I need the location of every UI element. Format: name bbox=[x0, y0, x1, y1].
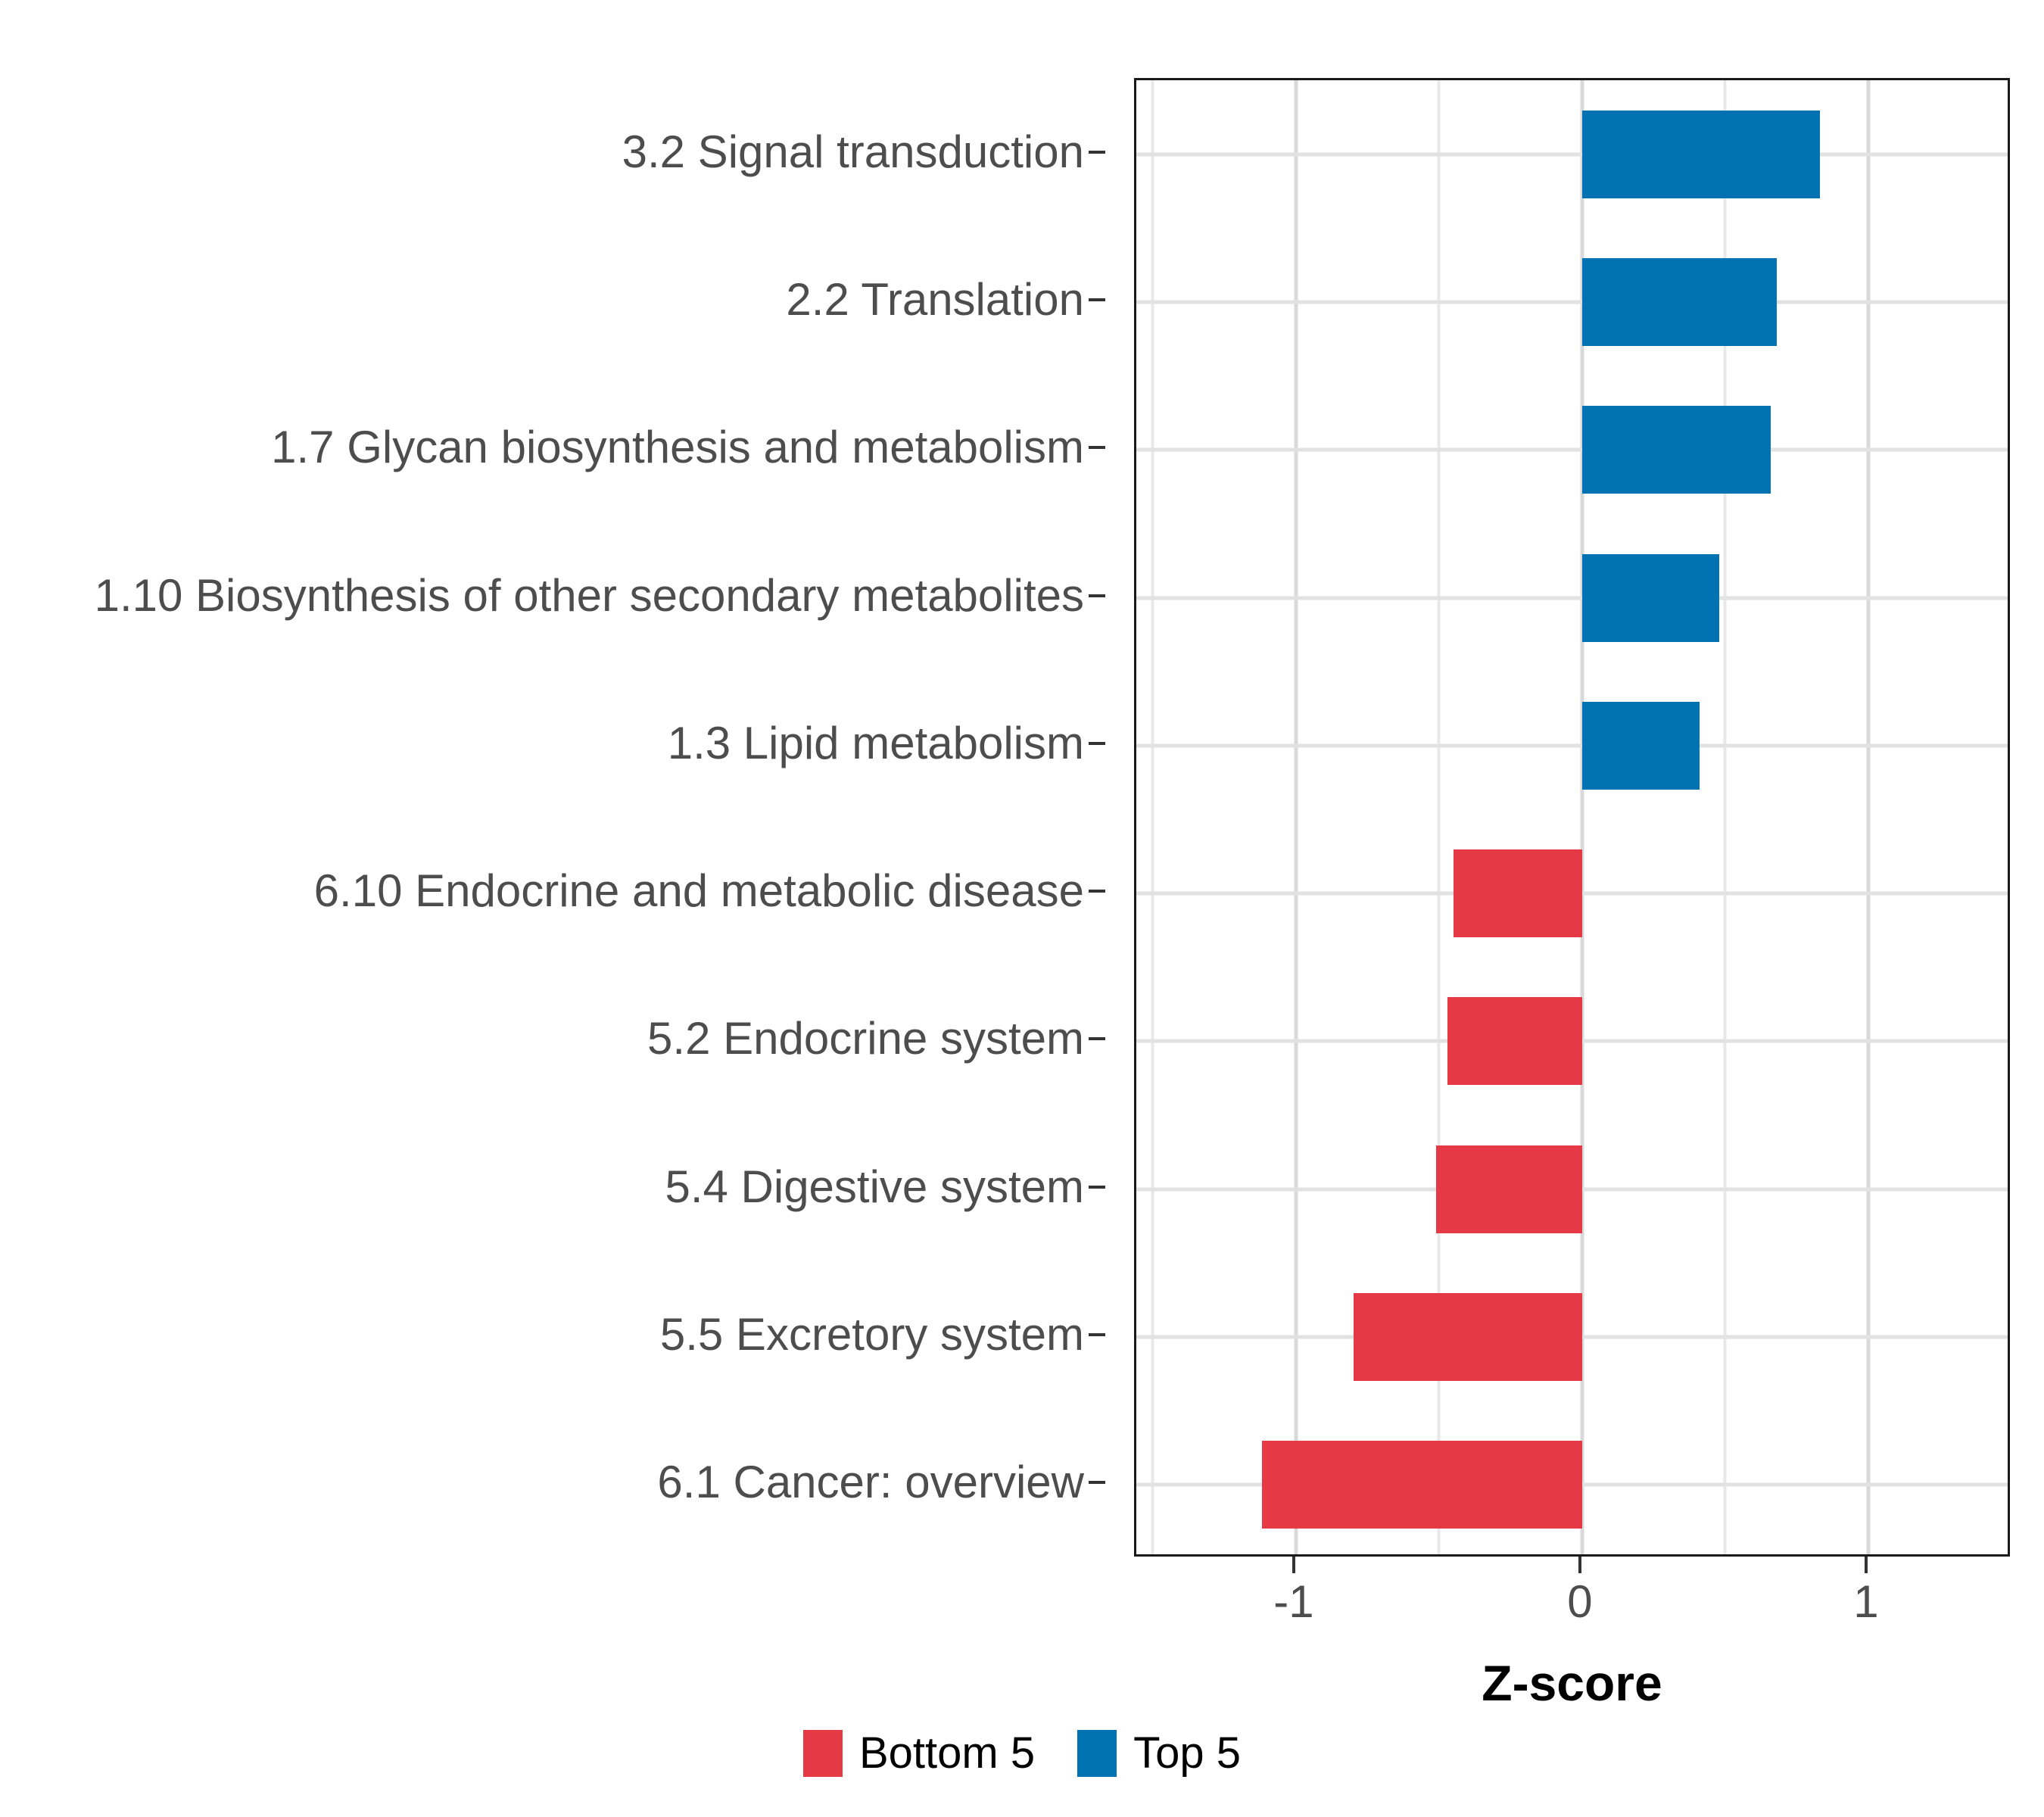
gridline-horizontal bbox=[1136, 596, 2008, 600]
y-axis-tick-label: 5.4 Digestive system bbox=[665, 1161, 1084, 1212]
x-axis-tick-label: 0 bbox=[1567, 1576, 1593, 1627]
y-axis-tick-mark bbox=[1089, 150, 1105, 154]
bar bbox=[1581, 257, 1777, 346]
y-axis-tick-mark bbox=[1089, 1037, 1105, 1041]
gridline-major-vertical bbox=[1294, 80, 1298, 1554]
y-axis-tick-label: 5.2 Endocrine system bbox=[647, 1013, 1084, 1064]
y-axis: 3.2 Signal transduction 2.2 Translation 1.… bbox=[0, 78, 1113, 1557]
bar bbox=[1447, 997, 1582, 1086]
bar bbox=[1436, 1145, 1582, 1233]
y-axis-tick-mark bbox=[1089, 1481, 1105, 1485]
y-axis-tick-label: 3.2 Signal transduction bbox=[622, 126, 1084, 177]
gridline-minor-vertical bbox=[1723, 80, 1727, 1554]
bar bbox=[1453, 849, 1582, 938]
y-axis-tick-mark bbox=[1089, 890, 1105, 893]
y-axis-tick-label: 6.1 Cancer: overview bbox=[657, 1457, 1084, 1508]
y-axis-tick-mark bbox=[1089, 741, 1105, 745]
x-axis-tick-mark bbox=[1864, 1557, 1868, 1573]
gridline-major-vertical bbox=[1866, 80, 1871, 1554]
y-axis-tick-mark bbox=[1089, 1185, 1105, 1189]
y-axis-tick-label: 5.5 Excretory system bbox=[659, 1309, 1084, 1360]
x-axis-tick-label: -1 bbox=[1273, 1576, 1314, 1627]
x-axis-tick-mark bbox=[1292, 1557, 1295, 1573]
gridline-minor-vertical bbox=[1151, 80, 1154, 1554]
y-axis-tick-label: 1.7 Glycan biosynthesis and metabolism bbox=[271, 422, 1084, 473]
legend-item[interactable]: Bottom 5 bbox=[802, 1728, 1036, 1778]
y-axis-tick-label: 2.2 Translation bbox=[786, 273, 1084, 325]
legend-label: Bottom 5 bbox=[858, 1728, 1036, 1778]
bar bbox=[1353, 1293, 1582, 1382]
bar bbox=[1581, 406, 1771, 494]
chart-legend: Bottom 5 Top 5 bbox=[0, 1730, 2044, 1777]
gridline-horizontal bbox=[1136, 300, 2008, 304]
legend-item[interactable]: Top 5 bbox=[1077, 1730, 1241, 1777]
gridline-horizontal bbox=[1136, 447, 2008, 452]
y-axis-tick-label: 6.10 Endocrine and metabolic disease bbox=[313, 865, 1084, 917]
bar bbox=[1261, 1441, 1582, 1529]
gridline-horizontal bbox=[1136, 152, 2008, 157]
plot-panel bbox=[1134, 78, 2010, 1557]
legend-color-swatch bbox=[1077, 1730, 1117, 1777]
legend-color-swatch bbox=[802, 1730, 843, 1777]
bar bbox=[1581, 553, 1720, 642]
x-axis-tick-mark bbox=[1578, 1557, 1581, 1573]
y-axis-tick-mark bbox=[1089, 1333, 1105, 1337]
gridline-minor-vertical bbox=[1437, 80, 1441, 1554]
legend-label: Top 5 bbox=[1133, 1728, 1241, 1778]
gridline-minor-vertical bbox=[2009, 80, 2010, 1554]
bar bbox=[1581, 701, 1700, 790]
gridline-horizontal bbox=[1136, 743, 2008, 748]
y-axis-tick-label: 1.3 Lipid metabolism bbox=[667, 717, 1084, 768]
y-axis-tick-mark bbox=[1089, 298, 1105, 301]
x-axis-tick-label: 1 bbox=[1853, 1576, 1879, 1627]
y-axis-tick-mark bbox=[1089, 446, 1105, 450]
x-axis-title: Z-score bbox=[1482, 1655, 1662, 1711]
gridline-major-vertical bbox=[1580, 80, 1584, 1554]
y-axis-tick-label: 1.10 Biosynthesis of other secondary met… bbox=[94, 569, 1084, 621]
bar bbox=[1581, 110, 1820, 198]
y-axis-tick-mark bbox=[1089, 594, 1105, 597]
x-axis: -1 0 1 bbox=[1134, 1557, 2010, 1647]
